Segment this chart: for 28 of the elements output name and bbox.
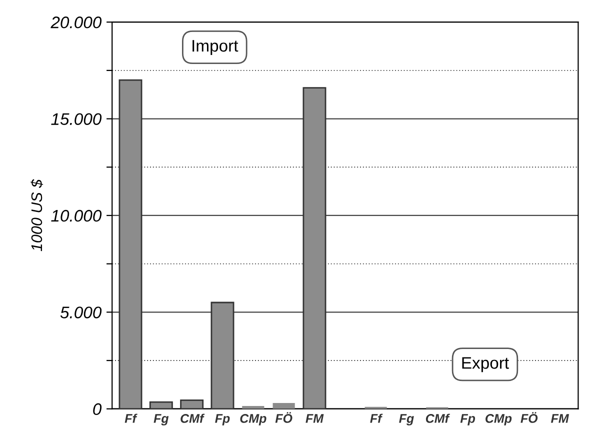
x-tick-label: FÖ: [520, 412, 538, 423]
y-tick-label: 20.000: [50, 16, 102, 28]
bar: [210, 302, 234, 409]
x-tick-label: FM: [551, 414, 570, 423]
x-tick-label: FÖ: [275, 412, 292, 423]
x-tick-label: FM: [306, 414, 324, 423]
x-tick-label: CMp: [240, 414, 266, 426]
y-axis-title: 1000 US $: [30, 179, 44, 252]
y-tick-label: 10.000: [51, 210, 102, 222]
x-tick-label: Fp: [460, 414, 476, 426]
bar: [180, 399, 204, 409]
bar: [302, 87, 326, 409]
x-tick-label: Fg: [154, 414, 169, 426]
bar: [118, 79, 142, 409]
y-tick-label: 5.000: [60, 306, 102, 318]
y-tick-label: 0: [93, 403, 102, 416]
x-tick-label: CMf: [426, 414, 450, 423]
annotation: Import: [192, 40, 238, 56]
x-tick-label: Fp: [215, 414, 230, 426]
y-tick-label: 15.000: [51, 113, 102, 125]
annotation: Export: [462, 357, 509, 372]
bar: [149, 401, 173, 409]
x-tick-label: Fg: [399, 414, 414, 426]
x-tick-label: CMp: [486, 414, 512, 426]
x-tick-label: Ff: [370, 414, 383, 423]
x-tick-label: CMf: [180, 414, 205, 423]
x-tick-label: Ff: [124, 414, 138, 423]
bar: [272, 403, 295, 409]
